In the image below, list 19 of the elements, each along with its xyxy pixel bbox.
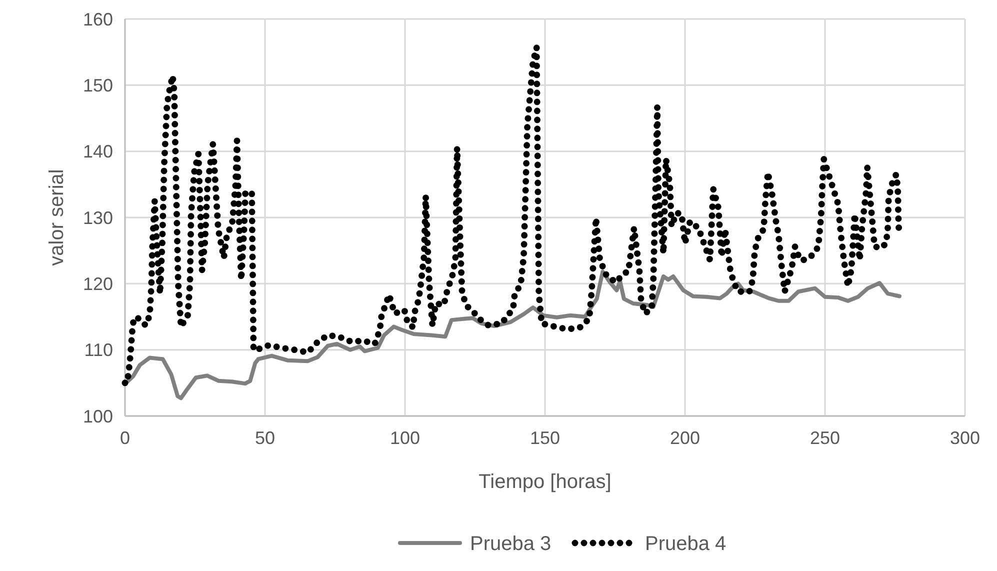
x-tick-label: 0 xyxy=(120,428,130,448)
y-tick-label: 160 xyxy=(82,9,113,30)
x-tick-label: 150 xyxy=(530,428,560,448)
y-axis-title: valor serial xyxy=(46,169,68,266)
y-tick-label: 110 xyxy=(84,340,113,360)
y-tick-label: 130 xyxy=(82,208,113,228)
y-tick-label: 100 xyxy=(82,406,113,426)
y-tick-label: 150 xyxy=(82,75,113,96)
y-tick-label: 140 xyxy=(82,142,113,162)
x-tick-label: 250 xyxy=(810,428,840,448)
legend-label: Prueba 3 xyxy=(470,533,552,555)
x-tick-label: 50 xyxy=(254,428,276,448)
x-tick-label: 300 xyxy=(950,428,980,448)
x-tick-label: 200 xyxy=(670,428,700,448)
line-series xyxy=(123,270,902,400)
y-tick-label: 120 xyxy=(82,274,113,294)
x-axis-title: Tiempo [horas] xyxy=(478,471,612,493)
x-tick-label: 100 xyxy=(390,428,420,448)
legend-label: Prueba 4 xyxy=(645,533,726,555)
